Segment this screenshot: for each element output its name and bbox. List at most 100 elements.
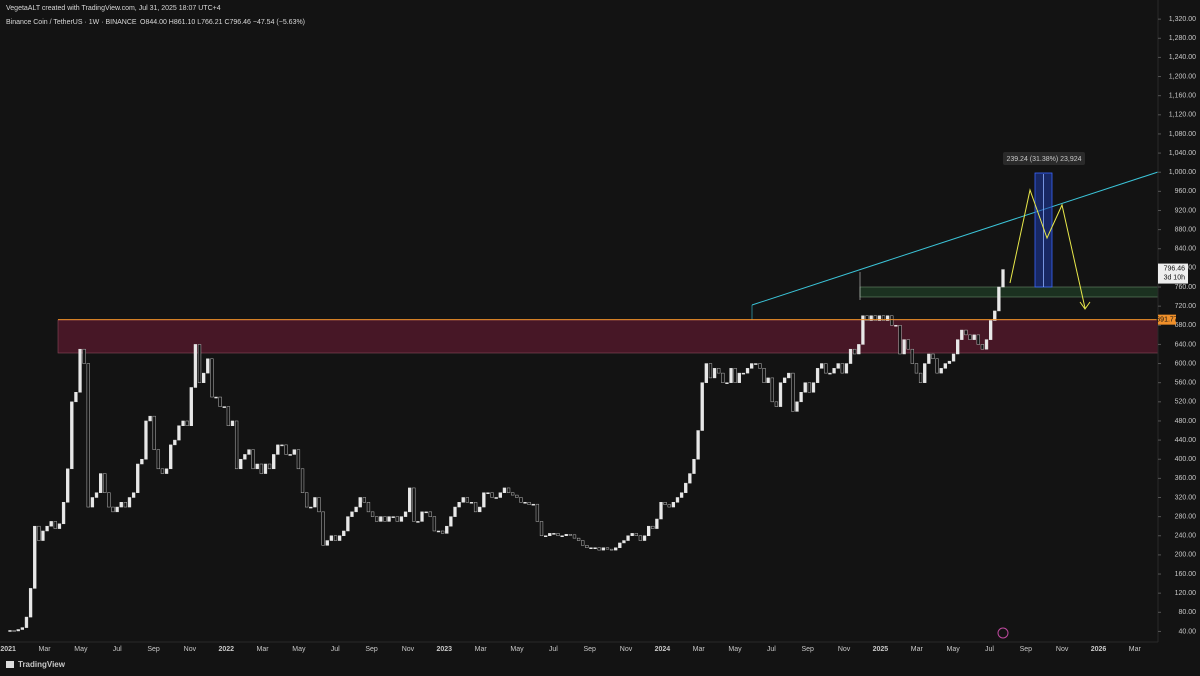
candle-body xyxy=(366,502,371,513)
candle-body xyxy=(490,492,494,498)
candle-body xyxy=(94,492,99,498)
candle-body xyxy=(519,497,523,503)
y-tick-label: 1,120.00 xyxy=(1169,112,1196,119)
x-tick-label: 2022 xyxy=(218,646,234,653)
x-tick-label: May xyxy=(510,646,524,653)
candles xyxy=(8,269,1005,632)
candle-body xyxy=(539,521,544,537)
candle-body xyxy=(90,497,95,508)
candle-body xyxy=(300,468,305,493)
x-tick-label: Sep xyxy=(1020,646,1033,653)
x-tick-label: Jul xyxy=(331,646,340,653)
x-tick-label: Mar xyxy=(911,646,924,653)
price-label-box xyxy=(1158,263,1188,284)
candle-body xyxy=(832,368,836,374)
x-tick-label: Mar xyxy=(1129,646,1142,653)
candle-body xyxy=(16,629,20,632)
candle-body xyxy=(721,372,725,383)
candle-body xyxy=(41,530,45,541)
x-tick-label: 2026 xyxy=(1091,646,1107,653)
candle-body xyxy=(169,444,173,470)
x-tick-label: Jul xyxy=(985,646,994,653)
candle-body xyxy=(263,463,268,474)
candle-body xyxy=(609,548,614,551)
candle-body xyxy=(910,348,915,364)
candle-body xyxy=(432,516,437,532)
x-tick-label: May xyxy=(74,646,88,653)
candle-body xyxy=(877,315,882,321)
candle-body xyxy=(511,492,515,496)
candle-body xyxy=(820,363,824,369)
candle-body xyxy=(564,534,568,537)
resistance-zone xyxy=(57,319,1159,354)
candle-body xyxy=(947,360,952,364)
y-tick-label: 1,080.00 xyxy=(1169,131,1196,138)
candle-body xyxy=(614,547,618,551)
candle-body xyxy=(754,363,758,365)
candle-body xyxy=(568,534,573,536)
candle-body xyxy=(931,353,935,360)
candle-body xyxy=(478,506,482,513)
candle-body xyxy=(358,497,362,508)
y-tick-label: 440.00 xyxy=(1175,437,1197,444)
candle-body xyxy=(440,530,445,534)
candle-body xyxy=(136,463,140,493)
candle-body xyxy=(725,382,729,384)
candle-body xyxy=(313,497,317,508)
x-tick-label: Mar xyxy=(475,646,488,653)
x-tick-label: May xyxy=(728,646,742,653)
candle-body xyxy=(811,382,816,393)
candle-body xyxy=(737,372,741,383)
candle-body xyxy=(391,516,395,518)
candle-body xyxy=(733,368,737,383)
candle-body xyxy=(795,401,799,412)
candle-body xyxy=(758,363,762,369)
candle-body xyxy=(86,363,90,508)
candle-body xyxy=(107,492,111,508)
candle-body xyxy=(239,458,243,470)
y-tick-label: 720.00 xyxy=(1175,303,1197,310)
candle-body xyxy=(634,533,638,537)
candle-body xyxy=(420,511,424,522)
candle-body xyxy=(844,363,849,374)
candle-body xyxy=(593,547,597,549)
candle-body xyxy=(515,494,519,498)
candle-body xyxy=(325,540,329,546)
candle-body xyxy=(857,344,861,355)
candle-body xyxy=(280,444,284,447)
candle-body xyxy=(556,533,560,537)
x-tick-label: 2025 xyxy=(873,646,889,653)
x-tick-label: Mar xyxy=(693,646,706,653)
level-label-box xyxy=(1158,314,1176,325)
candle-body xyxy=(416,521,420,523)
x-tick-label: Sep xyxy=(583,646,596,653)
candle-body xyxy=(729,368,733,383)
candle-body xyxy=(98,473,103,493)
candle-body xyxy=(647,525,651,537)
y-tick-label: 920.00 xyxy=(1175,207,1197,214)
candle-body xyxy=(894,325,898,327)
candle-body xyxy=(881,315,886,321)
candle-body xyxy=(226,406,231,426)
projection-path xyxy=(1009,188,1086,309)
candle-body xyxy=(486,492,490,494)
candle-body xyxy=(428,511,432,517)
y-tick-label: 520.00 xyxy=(1175,399,1197,406)
candle-body xyxy=(663,502,667,505)
candle-body xyxy=(465,497,470,503)
candle-body xyxy=(206,358,210,374)
support-zone xyxy=(859,286,1159,298)
candle-body xyxy=(968,334,972,340)
candle-body xyxy=(424,511,428,514)
trend-line xyxy=(751,171,1159,306)
candle-body xyxy=(317,497,321,513)
candle-body xyxy=(918,372,923,383)
candle-body xyxy=(8,630,12,632)
y-tick-label: 200.00 xyxy=(1175,552,1197,559)
candle-body xyxy=(412,487,416,522)
candle-body xyxy=(824,363,828,374)
candle-body xyxy=(115,506,119,513)
candle-body xyxy=(288,454,292,456)
y-tick-label: 120.00 xyxy=(1175,590,1197,597)
x-tick-label: Mar xyxy=(257,646,270,653)
